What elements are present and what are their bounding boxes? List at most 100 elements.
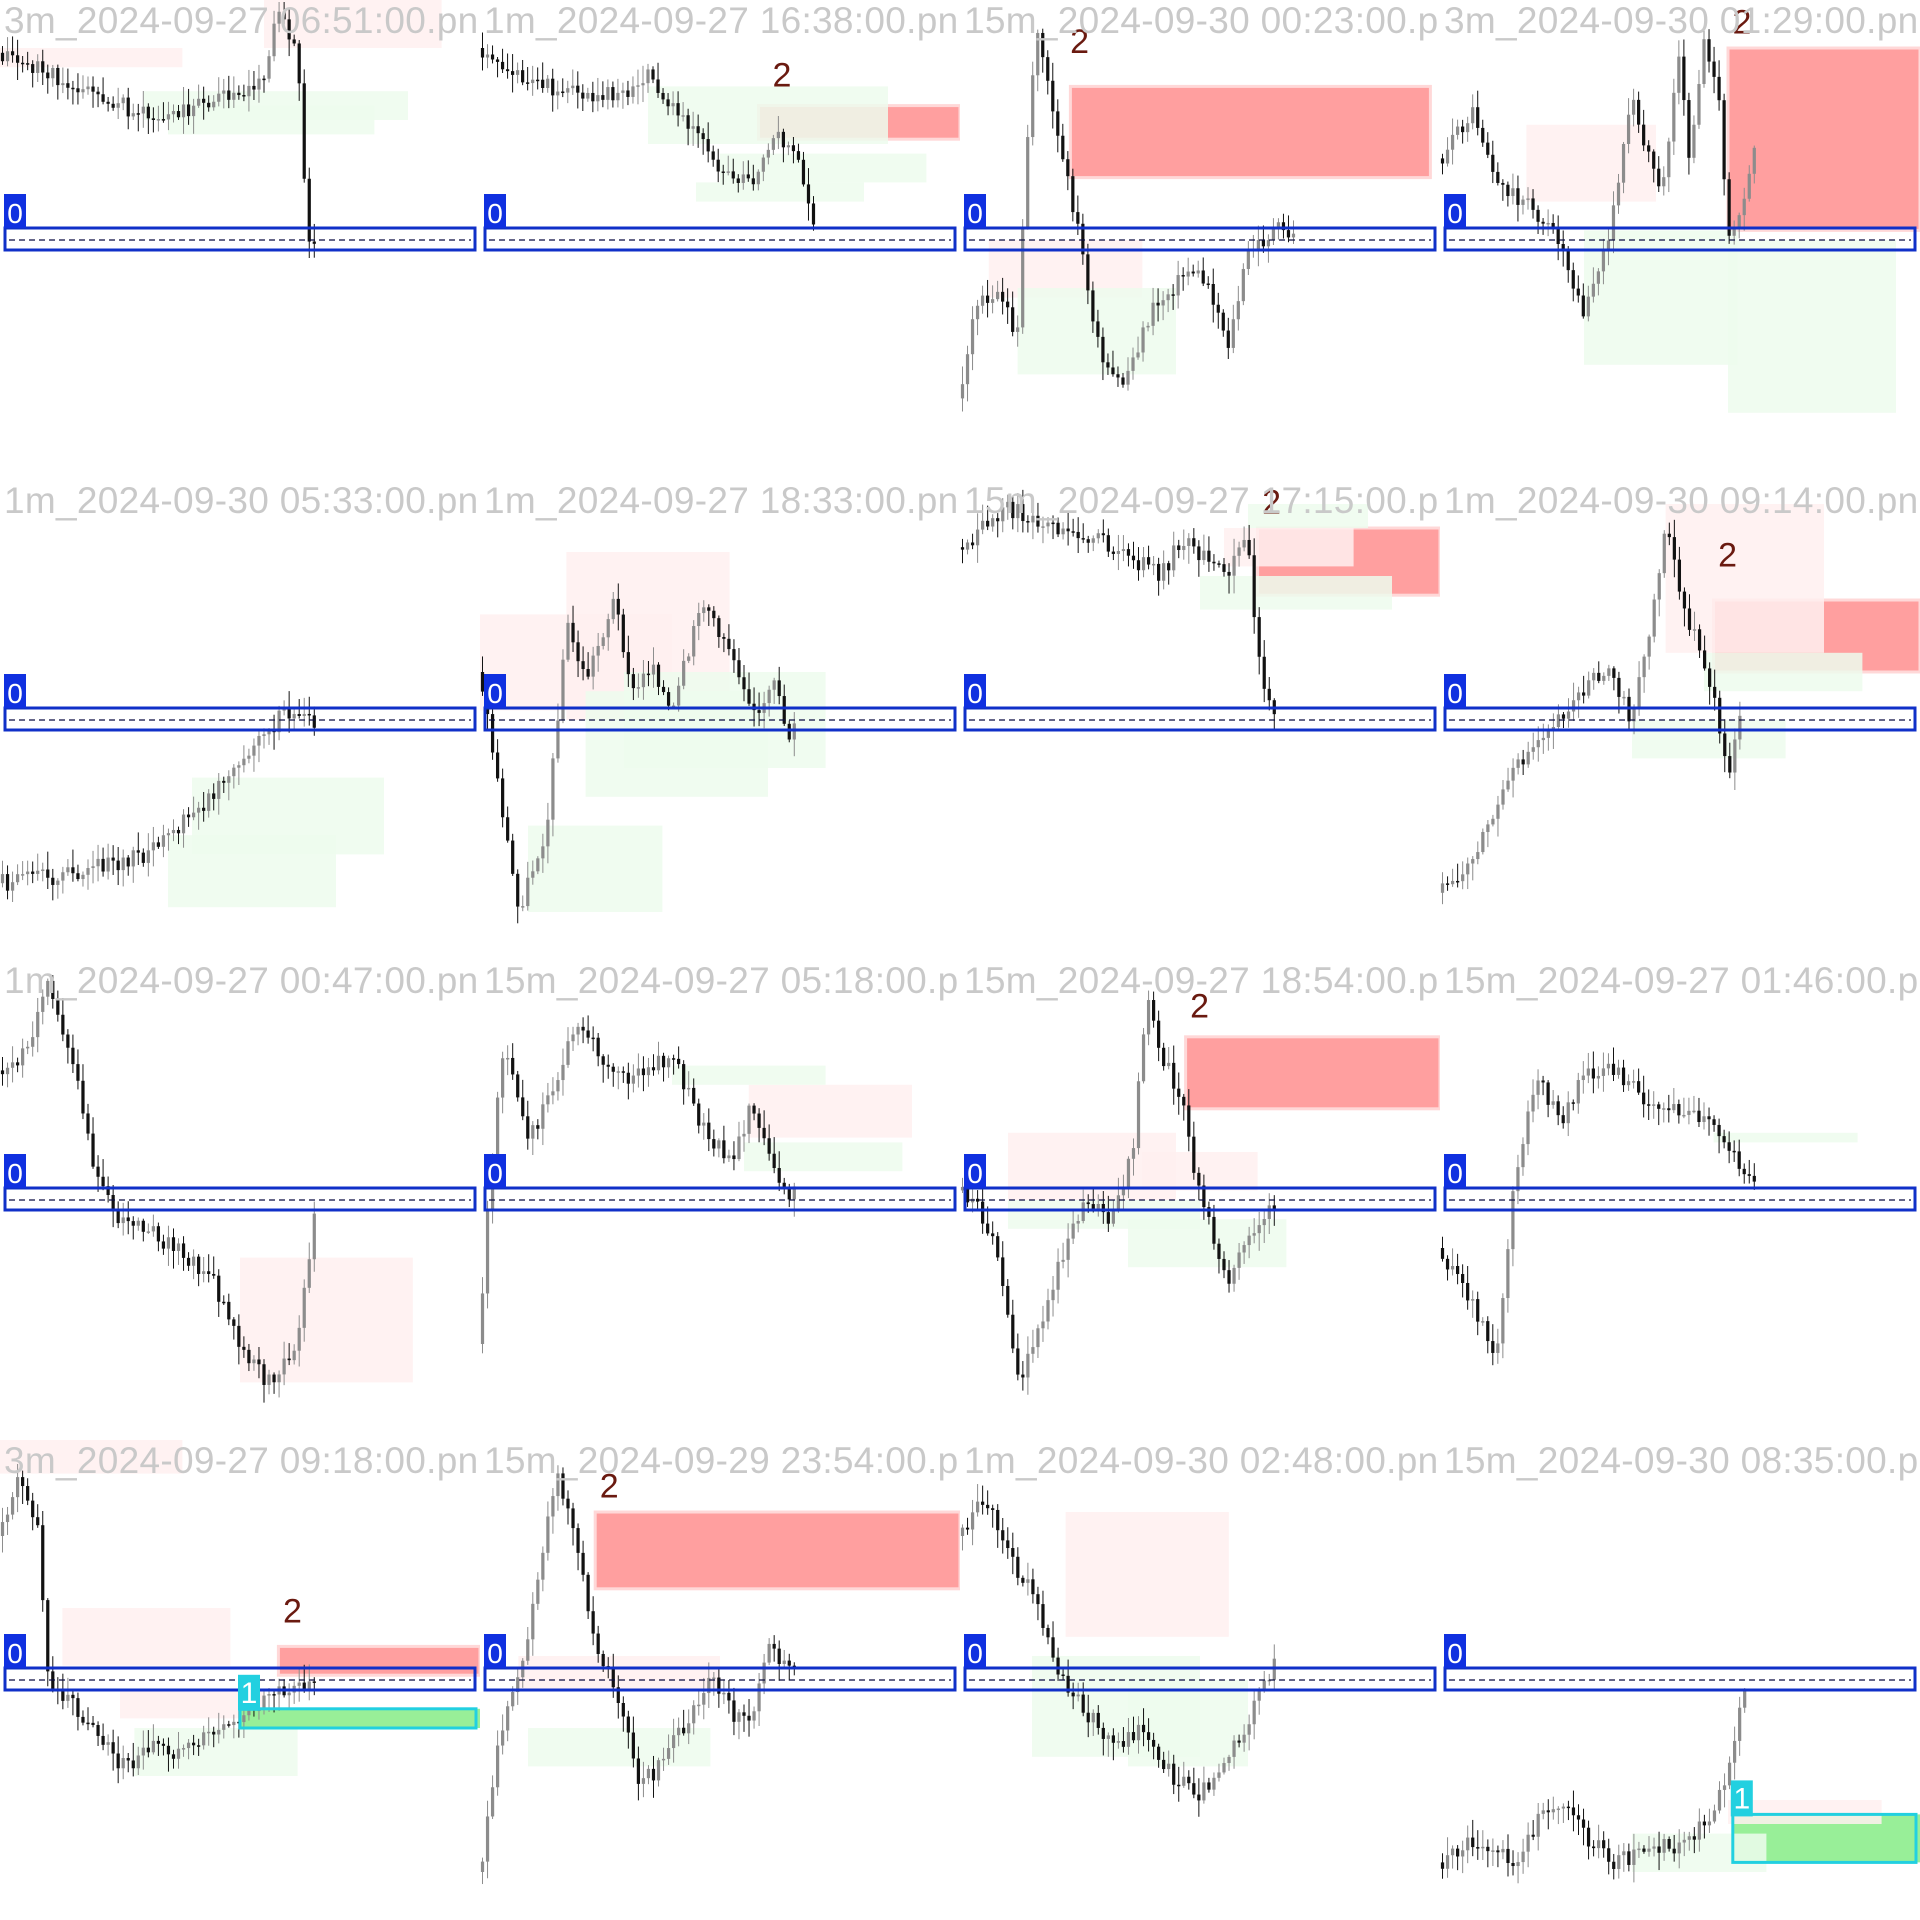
candle-body — [671, 103, 675, 107]
chart-panel: 1m_2024-09-30 09:14:00.png 0 2 — [1440, 480, 1920, 960]
reference-label: 0 — [487, 198, 503, 229]
candle-body — [656, 664, 661, 687]
candle-body — [1743, 1690, 1747, 1708]
candle-body — [991, 518, 995, 527]
candle-body — [21, 1477, 25, 1487]
candle-body — [106, 1742, 110, 1745]
candle-body — [277, 1374, 281, 1383]
candle-body — [1682, 1839, 1686, 1843]
candle-body — [1677, 56, 1681, 93]
candle-body — [687, 1723, 691, 1734]
candle-body — [576, 642, 580, 662]
chart-title: 15m_2024-09-27 18:54:00.png — [964, 960, 1440, 1001]
candle-body — [1146, 1000, 1151, 1035]
candle-body — [687, 1087, 691, 1090]
candle-body — [596, 1633, 600, 1654]
candle-body — [996, 1509, 1000, 1531]
candle-body — [1051, 1289, 1055, 1301]
candle-body — [46, 980, 50, 997]
candle-body — [767, 1138, 771, 1154]
candle-body — [1516, 1167, 1520, 1192]
candle-body — [741, 174, 745, 183]
candle-body — [736, 178, 740, 183]
candle-body — [516, 873, 520, 907]
candle-body — [1601, 248, 1606, 272]
candle-body — [656, 1055, 661, 1071]
candle-body — [1662, 1839, 1666, 1853]
candle-body — [1717, 1789, 1722, 1811]
candle-body — [702, 1693, 706, 1705]
reference-label: 0 — [487, 1638, 503, 1669]
chart-title: 15m_2024-09-27 01:46:00.png — [1444, 960, 1920, 1001]
demand-zone — [1128, 1219, 1287, 1268]
candle-body — [641, 83, 645, 86]
candle-body — [1582, 692, 1586, 696]
candle-body — [1456, 1848, 1460, 1857]
candle-body — [141, 1220, 145, 1232]
candle-body — [531, 871, 535, 878]
candle-body — [986, 1223, 990, 1234]
candle-body — [287, 1692, 291, 1696]
candle-body — [15, 1062, 20, 1066]
candle-body — [1086, 1712, 1090, 1723]
candle-body — [136, 850, 140, 853]
candle-body — [1291, 233, 1296, 238]
candle-body — [1247, 1235, 1251, 1246]
candle-body — [222, 90, 226, 94]
candle-body — [1096, 321, 1100, 337]
candle-body — [1551, 1101, 1555, 1105]
candle-body — [1486, 142, 1490, 155]
candle-body — [36, 1517, 40, 1526]
candle-body — [1041, 1321, 1045, 1329]
candle-body — [1006, 1540, 1010, 1549]
candle-body — [596, 95, 600, 102]
candle-body — [232, 767, 236, 777]
candle-body — [1476, 1299, 1480, 1322]
candle-body — [717, 618, 721, 638]
candle-body — [262, 1695, 266, 1710]
candle-body — [1682, 56, 1686, 101]
candle-body — [561, 659, 565, 721]
candle-body — [21, 62, 25, 65]
reference-box — [963, 706, 1437, 732]
candle-body — [232, 1319, 236, 1326]
candle-body — [666, 1748, 671, 1759]
candle-body — [677, 1727, 681, 1736]
candle-body — [1121, 377, 1125, 385]
candle-body — [762, 1662, 766, 1684]
demand-zone — [1200, 576, 1392, 610]
candle-body — [611, 87, 615, 101]
reference-box — [1443, 706, 1917, 732]
candle-body — [257, 735, 261, 746]
candle-body — [1561, 1806, 1565, 1809]
candle-body — [121, 857, 125, 871]
candle-body — [666, 99, 670, 107]
candle-body — [1692, 1836, 1696, 1840]
chart-panel: 15m_2024-09-27 01:46:00.png 0 — [1440, 960, 1920, 1440]
candle-body — [682, 1064, 686, 1090]
reference-label: 0 — [1447, 198, 1463, 229]
candle-body — [1712, 1119, 1716, 1125]
candle-body — [1596, 271, 1601, 284]
candle-body — [1617, 677, 1621, 697]
candle-body — [1182, 545, 1186, 551]
candle-body — [1217, 563, 1221, 565]
candle-body — [1631, 99, 1636, 115]
candle-body — [965, 1527, 970, 1530]
candle-body — [31, 871, 35, 874]
candle-body — [1682, 1114, 1686, 1117]
reference-label: 0 — [967, 678, 983, 709]
candle-body — [1232, 1740, 1236, 1757]
candle-body — [1026, 521, 1030, 523]
candle-body — [737, 660, 741, 678]
candle-body — [1450, 1848, 1455, 1856]
candle-body — [531, 79, 535, 84]
candle-body — [1202, 1185, 1206, 1208]
reference-label: 0 — [7, 198, 23, 229]
candle-body — [1001, 507, 1005, 522]
candle-body — [1481, 127, 1485, 143]
reference-box — [3, 706, 477, 732]
supply-zone — [1726, 46, 1920, 232]
candle-body — [801, 159, 806, 185]
candle-body — [1242, 539, 1246, 548]
